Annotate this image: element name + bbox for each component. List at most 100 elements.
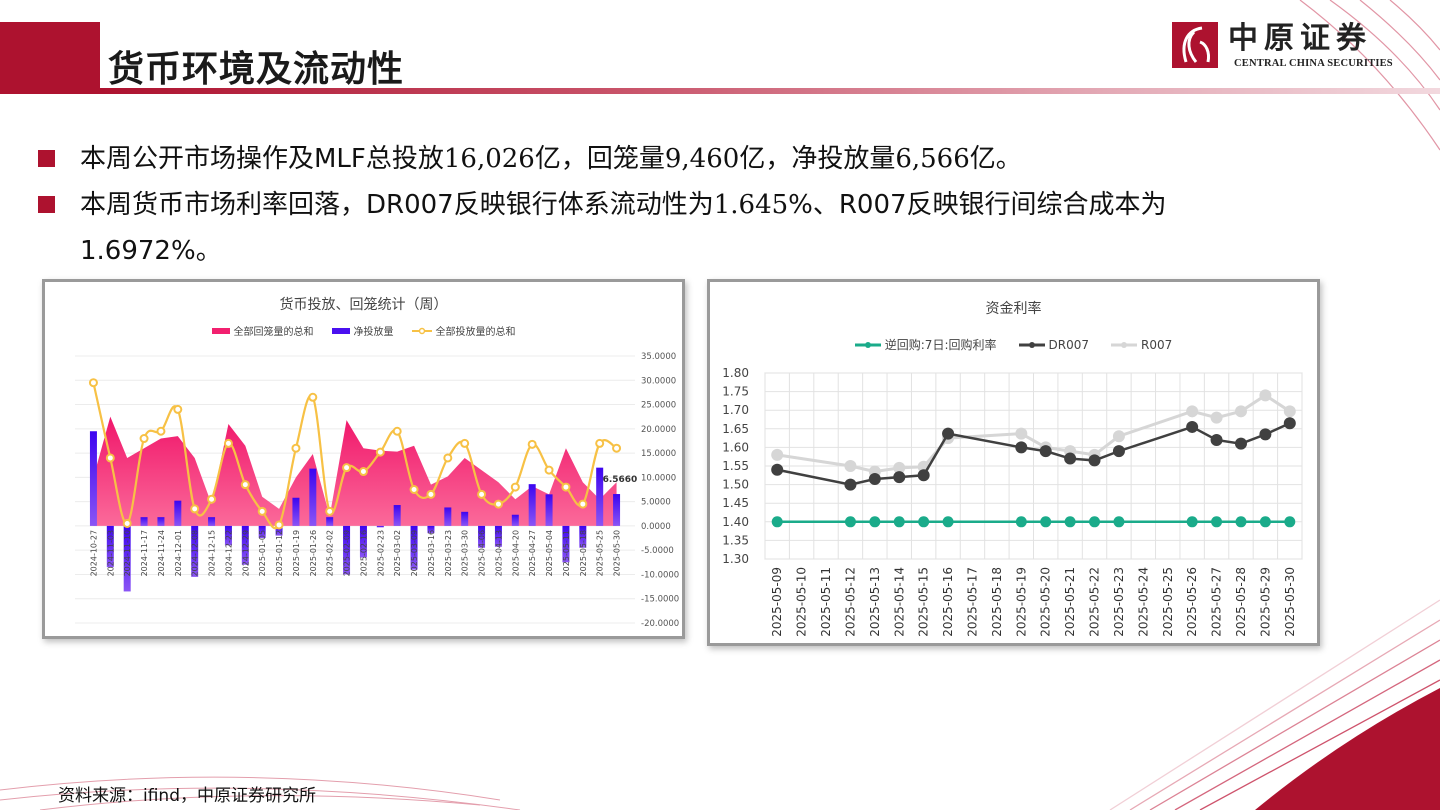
net-injection-bar: [613, 494, 621, 526]
chart-legend: 逆回购:7日:回购利率 DR007 R007: [710, 336, 1317, 353]
bullet-continuation: 1.6972%。: [80, 236, 222, 266]
svg-text:2025-05-29: 2025-05-29: [1258, 567, 1272, 637]
net-injection-bar: [478, 525, 486, 548]
svg-text:2024-12-29: 2024-12-29: [241, 530, 250, 577]
svg-text:2025-02-09: 2025-02-09: [343, 530, 352, 577]
svg-text:2025-05-28: 2025-05-28: [1234, 567, 1248, 637]
chart-plot-area: 35.0000 30.0000 25.0000 20.0000 15.0000 10.00…: [75, 352, 679, 629]
svg-text:2024-12-08: 2024-12-08: [191, 530, 200, 577]
svg-text:2025-05-20: 2025-05-20: [1039, 567, 1053, 637]
data-source-note: 资料来源：ifind，中原证券研究所: [58, 786, 316, 806]
pink-swatch-icon: [211, 327, 230, 334]
net-injection-bar: [376, 525, 384, 528]
svg-text:2025-01-19: 2025-01-19: [292, 530, 301, 577]
legend-reverse-repo: 逆回购:7日:回购利率: [854, 336, 997, 353]
svg-text:2025-05-19: 2025-05-19: [1014, 567, 1028, 637]
data-label: 6.5660: [603, 475, 638, 485]
svg-text:2025-02-16: 2025-02-16: [359, 530, 368, 577]
net-injection-bar: [224, 525, 232, 546]
recovery-area-series: [93, 416, 617, 526]
legend-net: 净投放量: [331, 323, 394, 338]
blue-swatch-icon: [331, 327, 350, 334]
svg-text:2025-03-02: 2025-03-02: [393, 530, 402, 577]
summary-bullets: 本周公开市场操作及MLF总投放16,026亿，回笼量9,460亿，净投放量6,5…: [38, 136, 1358, 274]
net-injection-bar: [275, 525, 283, 536]
logo-mark-icon: [1172, 22, 1218, 68]
svg-text:1.45: 1.45: [722, 496, 749, 510]
bullet-square-icon: [38, 150, 55, 167]
net-injection-bar: [393, 505, 401, 526]
svg-text:2025-05-25: 2025-05-25: [1161, 567, 1175, 637]
chart-title: 资金利率: [985, 301, 1042, 317]
rate-line-series: [776, 393, 1291, 474]
svg-text:2025-02-23: 2025-02-23: [376, 530, 385, 577]
net-injection-bar: [174, 500, 182, 526]
net-injection-bar: [191, 525, 199, 577]
svg-text:2025-05-12: 2025-05-12: [843, 567, 857, 637]
svg-text:-20.0000: -20.0000: [641, 619, 679, 629]
svg-text:2025-03-09: 2025-03-09: [410, 530, 419, 577]
rate-line-series: [776, 422, 1291, 486]
svg-text:-10.0000: -10.0000: [641, 570, 679, 580]
svg-text:2025-03-23: 2025-03-23: [444, 530, 453, 577]
svg-text:1.50: 1.50: [722, 478, 749, 492]
bullet-square-icon: [38, 196, 55, 213]
line-marker-icon: [1110, 341, 1137, 348]
svg-text:2025-05-30: 2025-05-30: [1283, 567, 1297, 637]
svg-text:2025-05-09: 2025-05-09: [770, 567, 784, 637]
svg-text:-15.0000: -15.0000: [641, 595, 679, 605]
net-injection-bar: [208, 517, 216, 526]
chart-plot-area: 1.80 1.75 1.70 1.65 1.60 1.55 1.50 1.45 1.40 1.35…: [722, 366, 1303, 637]
line-marker-icon: [411, 327, 432, 334]
line-marker-icon: [1018, 341, 1045, 348]
net-injection-bar: [427, 525, 435, 534]
svg-text:2024-12-01: 2024-12-01: [174, 530, 183, 577]
legend-recovery: 全部回笼量的总和: [211, 323, 314, 338]
logo-english-name: CENTRAL CHINA SECURITIES: [1234, 58, 1393, 69]
svg-text:1.30: 1.30: [722, 552, 749, 566]
net-injection-bar: [140, 517, 148, 526]
svg-text:2025-02-02: 2025-02-02: [326, 530, 335, 577]
svg-text:0.0000: 0.0000: [641, 522, 671, 532]
svg-text:2025-01-05: 2025-01-05: [258, 530, 267, 577]
svg-text:5.0000: 5.0000: [641, 498, 671, 508]
svg-text:1.80: 1.80: [722, 366, 749, 380]
net-injection-bar: [326, 517, 334, 526]
svg-text:2025-01-12: 2025-01-12: [275, 530, 284, 577]
svg-text:2024-12-15: 2024-12-15: [208, 530, 217, 577]
svg-text:1.55: 1.55: [722, 459, 749, 473]
svg-text:2025-05-23: 2025-05-23: [1112, 567, 1126, 637]
svg-text:2025-05-17: 2025-05-17: [965, 567, 979, 637]
net-injection-bar: [359, 525, 367, 558]
net-injection-bar: [157, 517, 165, 526]
svg-text:2025-05-21: 2025-05-21: [1063, 567, 1077, 637]
chart-title: 货币投放、回笼统计（周）: [279, 297, 448, 313]
legend-r007: R007: [1110, 338, 1172, 352]
svg-text:2025-05-14: 2025-05-14: [892, 567, 906, 637]
svg-text:1.40: 1.40: [722, 515, 749, 529]
svg-text:2025-05-18: 2025-05-18: [579, 530, 588, 577]
svg-text:1.60: 1.60: [722, 440, 749, 454]
svg-text:2025-05-16: 2025-05-16: [941, 567, 955, 637]
net-injection-bar: [579, 525, 587, 548]
svg-text:2025-05-24: 2025-05-24: [1136, 567, 1150, 637]
svg-text:25.0000: 25.0000: [641, 401, 676, 411]
svg-text:20.0000: 20.0000: [641, 425, 676, 435]
legend-dr007: DR007: [1018, 338, 1089, 352]
title-accent-block: [0, 22, 100, 94]
svg-text:2024-11-10: 2024-11-10: [123, 530, 132, 577]
bullet-open-market: 本周公开市场操作及MLF总投放16,026亿，回笼量9,460亿，净投放量6,5…: [38, 136, 1358, 182]
svg-text:2025-05-30: 2025-05-30: [613, 530, 622, 577]
svg-text:2025-05-13: 2025-05-13: [868, 567, 882, 637]
svg-text:30.0000: 30.0000: [641, 376, 676, 386]
svg-text:2025-05-22: 2025-05-22: [1088, 567, 1102, 637]
net-injection-bar: [106, 525, 114, 568]
svg-text:2025-03-30: 2025-03-30: [461, 530, 470, 577]
svg-text:2024-10-27: 2024-10-27: [89, 530, 98, 577]
svg-text:2025-05-11: 2025-05-11: [562, 530, 571, 577]
net-injection-bar: [410, 525, 418, 570]
chart-legend: 全部回笼量的总和 净投放量 全部投放量的总和: [45, 323, 682, 338]
net-injection-bar: [89, 431, 97, 526]
funding-rate-chart: 资金利率 逆回购:7日:回购利率 DR007 R007 1.80 1.75 1.70…: [707, 279, 1320, 646]
page-title: 货币环境及流动性: [108, 49, 405, 90]
